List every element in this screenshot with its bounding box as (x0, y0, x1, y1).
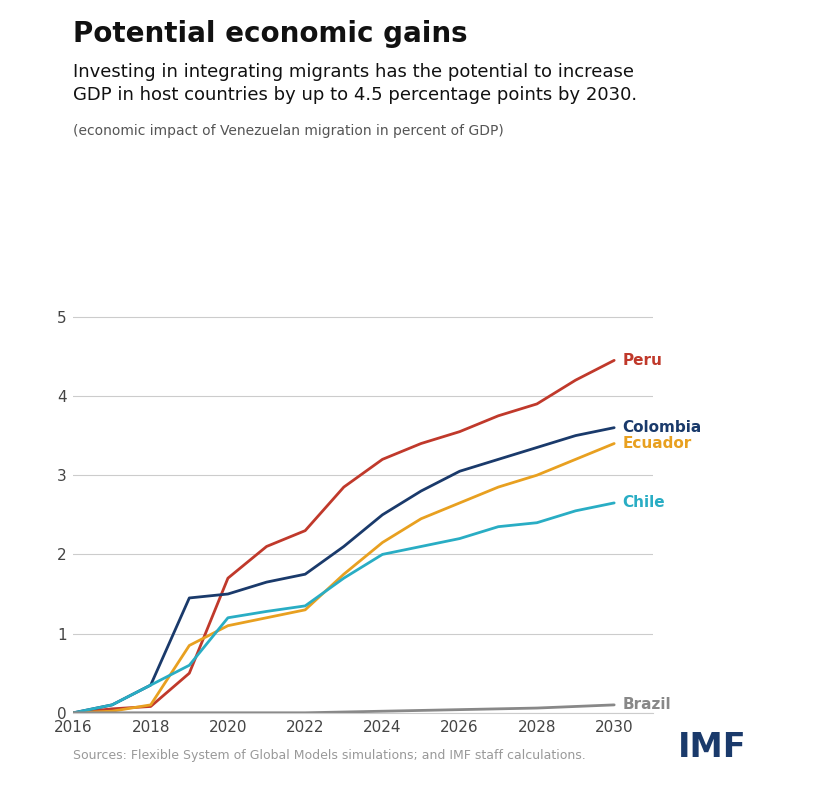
Text: Potential economic gains: Potential economic gains (73, 20, 468, 48)
Text: Investing in integrating migrants has the potential to increase
GDP in host coun: Investing in integrating migrants has th… (73, 63, 637, 105)
Text: Colombia: Colombia (623, 421, 702, 435)
Text: IMF: IMF (678, 731, 747, 764)
Text: Brazil: Brazil (623, 698, 671, 712)
Text: Chile: Chile (623, 496, 665, 510)
Text: Peru: Peru (623, 353, 663, 367)
Text: Sources: Flexible System of Global Models simulations; and IMF staff calculation: Sources: Flexible System of Global Model… (73, 749, 586, 762)
Text: Ecuador: Ecuador (623, 436, 692, 451)
Text: (economic impact of Venezuelan migration in percent of GDP): (economic impact of Venezuelan migration… (73, 124, 504, 139)
